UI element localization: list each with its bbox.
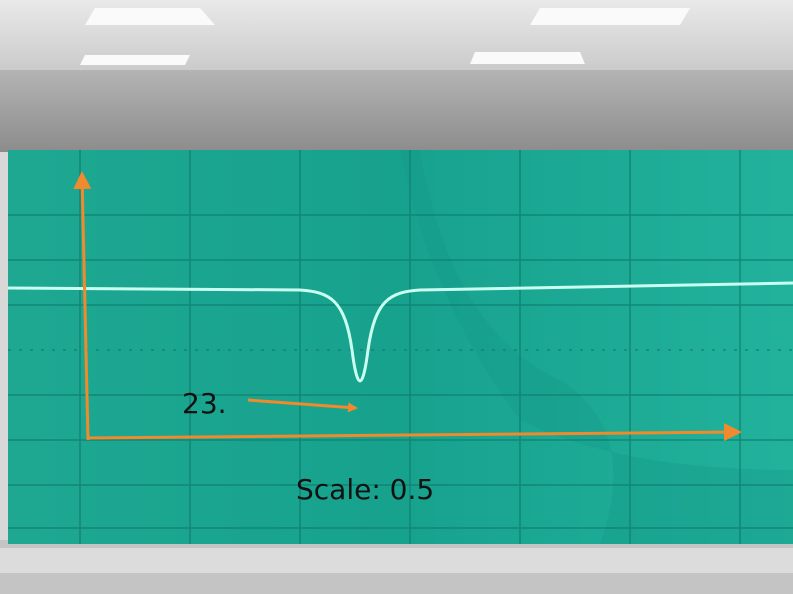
value-label: 23.: [182, 387, 227, 420]
light: [85, 8, 215, 25]
light: [530, 8, 690, 25]
photo: 23. Scale: 0.5: [0, 0, 793, 594]
bezel: [0, 70, 793, 152]
scale-label: Scale: 0.5: [296, 473, 434, 506]
bezel-edge: [0, 548, 793, 573]
light: [80, 55, 190, 65]
light: [470, 52, 585, 64]
page: {"annotations": {"value_label": "23.", "…: [0, 0, 793, 594]
